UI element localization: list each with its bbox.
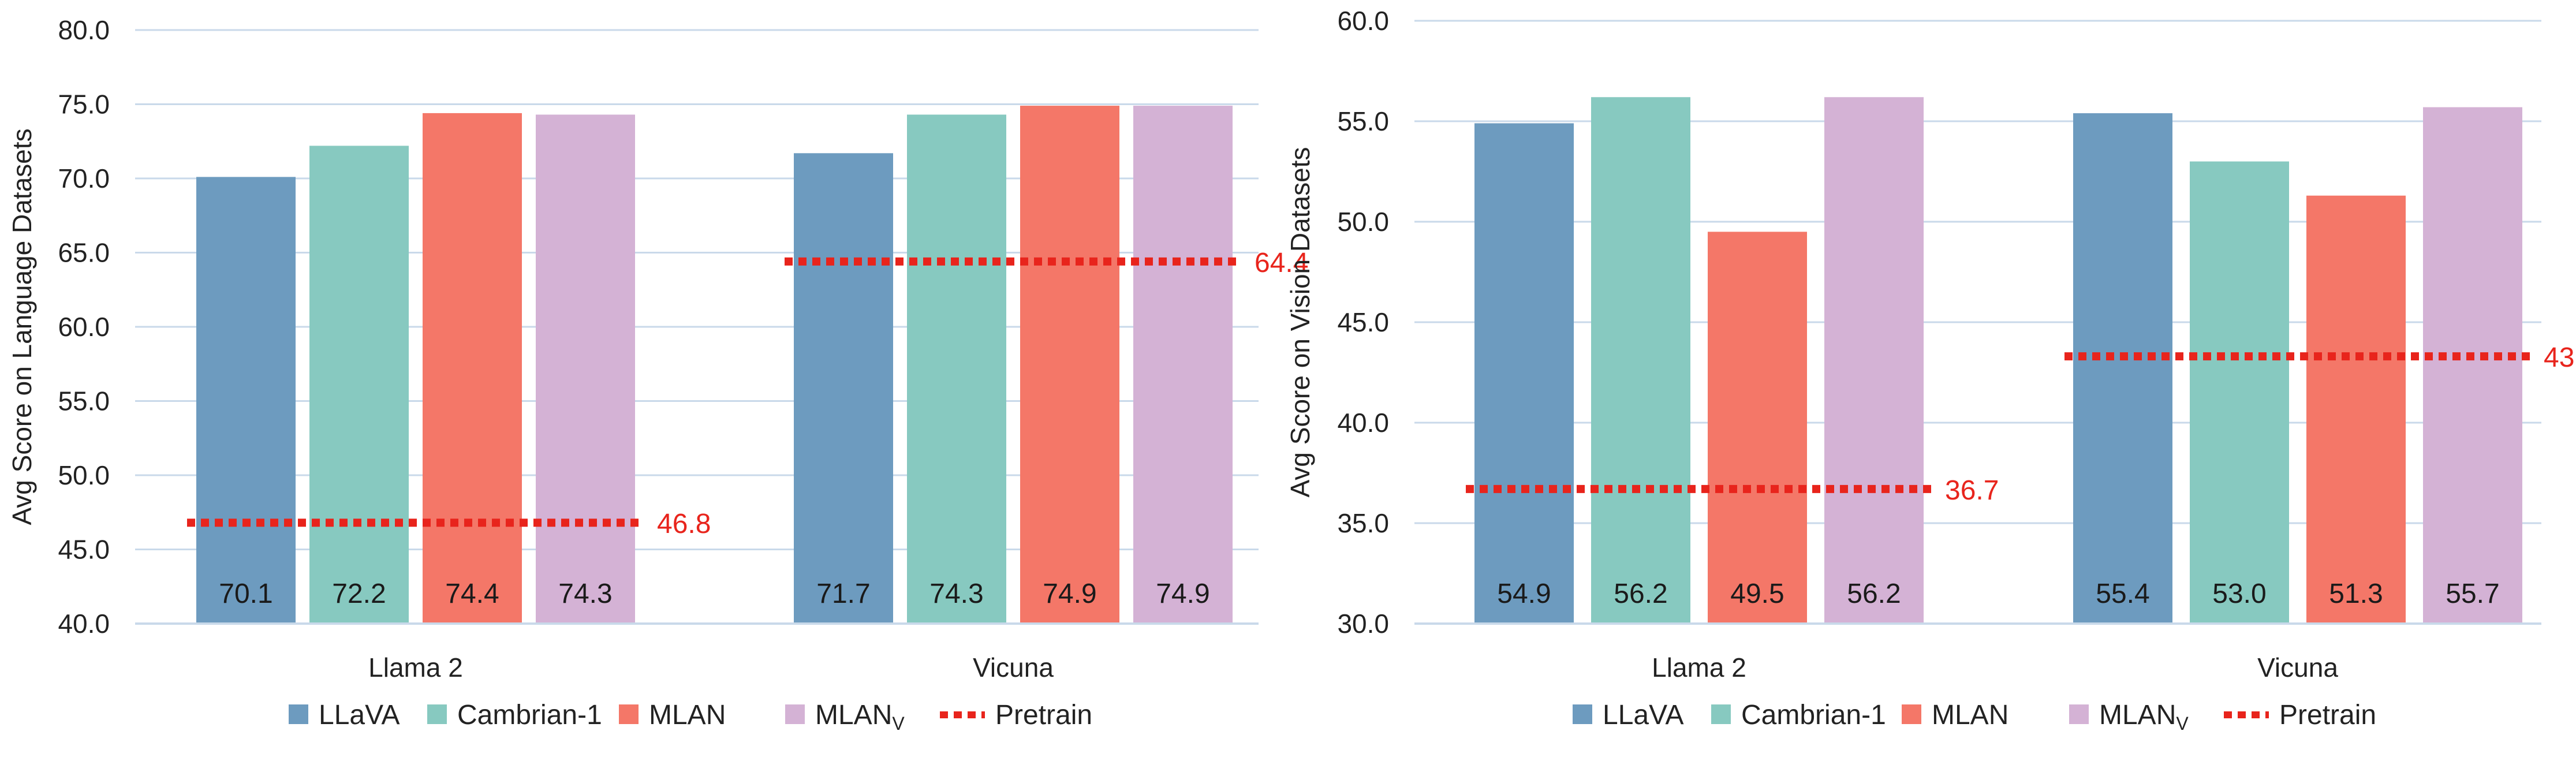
legend-subscript: V — [892, 713, 905, 734]
pretrain-value-label: 46.8 — [657, 509, 711, 539]
bar-value-label: 55.7 — [2446, 579, 2499, 609]
x-category-label: Vicuna — [2257, 652, 2338, 683]
y-tick-label: 80.0 — [58, 15, 110, 45]
bar-value-label: 74.3 — [929, 579, 983, 609]
y-axis-label: Avg Score on Language Datasets — [7, 128, 37, 525]
bar-value-label: 56.2 — [1614, 579, 1667, 609]
legend-swatch-cambrian-1 — [1711, 704, 1731, 724]
bar-value-label: 71.7 — [816, 579, 870, 609]
y-tick-label: 40.0 — [1337, 408, 1389, 438]
bar-value-label: 74.4 — [445, 579, 499, 609]
legend-label: MLAN — [649, 700, 726, 730]
legend-subscript: V — [2176, 713, 2189, 734]
bar-value-label: 54.9 — [1497, 579, 1551, 609]
legend-swatch-mlan — [619, 704, 639, 724]
legend-label: MLANV — [2099, 700, 2189, 734]
legend-label: Pretrain — [995, 700, 1092, 730]
bar-cambrian-1-2 — [2190, 161, 2289, 624]
y-tick-label: 55.0 — [1337, 106, 1389, 136]
pretrain-value-label: 64.4 — [1255, 248, 1308, 278]
bar-value-label: 51.3 — [2329, 579, 2383, 609]
bar-llava-1 — [196, 177, 296, 624]
legend-swatch-cambrian-1 — [427, 704, 447, 724]
bar-value-label: 56.2 — [1847, 579, 1901, 609]
y-tick-label: 65.0 — [58, 238, 110, 268]
legend-swatch-llava — [1573, 704, 1592, 724]
y-tick-label: 35.0 — [1337, 508, 1389, 538]
y-tick-label: 75.0 — [58, 90, 110, 120]
bar-cambrian-1-1 — [309, 146, 409, 624]
bar-mlanv-1 — [1824, 97, 1924, 624]
y-tick-label: 50.0 — [58, 460, 110, 490]
bar-value-label: 74.9 — [1156, 579, 1209, 609]
legend-label: MLANV — [815, 700, 905, 734]
legend-label: Cambrian-1 — [457, 700, 602, 730]
bar-mlan-1 — [1708, 232, 1807, 624]
bar-llava-2 — [2073, 113, 2172, 624]
legend-swatch-mlanv — [785, 704, 805, 724]
pretrain-value-label: 43.3 — [2544, 342, 2576, 373]
bar-cambrian-1-1 — [1591, 97, 1690, 624]
y-tick-label: 50.0 — [1337, 207, 1389, 237]
x-category-label: Vicuna — [973, 652, 1054, 683]
bar-llava-1 — [1474, 123, 1574, 624]
legend-label: MLAN — [1932, 700, 2008, 730]
bar-mlan-1 — [423, 113, 522, 624]
pretrain-value-label: 36.7 — [1945, 475, 1999, 506]
bar-value-label: 53.0 — [2212, 579, 2266, 609]
bar-mlan-2 — [2306, 195, 2406, 624]
legend-swatch-llava — [289, 704, 308, 724]
bar-value-label: 72.2 — [332, 579, 386, 609]
chart-panel-1: 40.0 45.0 50.0 55.0 60.0 65.0 70.0 75.0 80.0 Avg … — [7, 15, 1308, 734]
legend-label: Pretrain — [2279, 700, 2376, 730]
x-category-label: Llama 2 — [1652, 652, 1746, 683]
bar-value-label: 70.1 — [219, 579, 272, 609]
legend-swatch-mlanv — [2069, 704, 2089, 724]
bar-llava-2 — [794, 153, 893, 624]
bar-cambrian-1-2 — [907, 114, 1006, 624]
legend-swatch-mlan — [1902, 704, 1921, 724]
bar-value-label: 55.4 — [2096, 579, 2149, 609]
y-tick-label: 70.0 — [58, 163, 110, 193]
bar-mlanv-2 — [1133, 106, 1233, 624]
y-tick-label: 30.0 — [1337, 609, 1389, 639]
y-tick-label: 60.0 — [58, 312, 110, 342]
y-tick-label: 55.0 — [58, 386, 110, 416]
y-tick-label: 45.0 — [58, 535, 110, 565]
y-axis-label: Avg Score on Vision Datasets — [1285, 147, 1315, 498]
y-tick-label: 40.0 — [58, 609, 110, 639]
legend-label: LLaVA — [1603, 700, 1684, 730]
chart-panel-2: 30.0 35.0 40.0 45.0 50.0 55.0 60.0 Avg Score on… — [1285, 6, 2576, 734]
y-tick-label: 60.0 — [1337, 6, 1389, 36]
bar-mlanv-2 — [2423, 107, 2522, 624]
bar-value-label: 74.3 — [558, 579, 612, 609]
x-category-label: Llama 2 — [368, 652, 463, 683]
bar-mlanv-1 — [536, 114, 635, 624]
bar-mlan-2 — [1020, 106, 1119, 624]
legend-label: Cambrian-1 — [1741, 700, 1886, 730]
legend: LLaVA Cambrian-1 MLAN MLANV Pretrain — [1573, 700, 2376, 734]
y-tick-label: 45.0 — [1337, 307, 1389, 337]
bar-value-label: 49.5 — [1730, 579, 1784, 609]
legend-label: LLaVA — [319, 700, 400, 730]
bar-value-label: 74.9 — [1043, 579, 1096, 609]
legend: LLaVA Cambrian-1 MLAN MLANV Pretrain — [289, 700, 1092, 734]
